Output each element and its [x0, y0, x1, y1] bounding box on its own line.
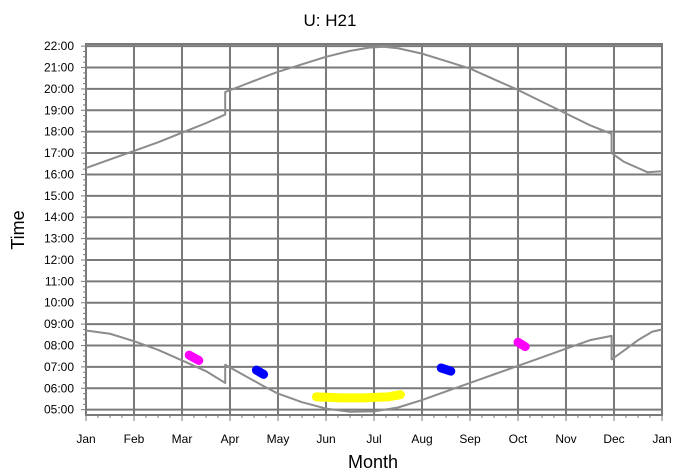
- y-tick-label: 05:00: [44, 403, 74, 417]
- y-tick-label: 19:00: [44, 103, 74, 117]
- x-tick-label: Apr: [221, 432, 240, 446]
- x-tick-label: Feb: [124, 432, 145, 446]
- marker-blob: [251, 365, 269, 379]
- x-tick-label: Jan: [76, 432, 95, 446]
- x-tick-label: Dec: [603, 432, 624, 446]
- y-tick-label: 13:00: [44, 232, 74, 246]
- x-tick-label: Aug: [411, 432, 432, 446]
- y-tick-label: 07:00: [44, 360, 74, 374]
- x-tick-label: Jun: [316, 432, 335, 446]
- y-tick-label: 18:00: [44, 125, 74, 139]
- y-tick-label: 06:00: [44, 381, 74, 395]
- series: [85, 45, 663, 413]
- marker-blob: [184, 350, 204, 365]
- series-line-1: [85, 45, 663, 174]
- marker-blob: [513, 337, 530, 352]
- marker-blob: [311, 390, 405, 403]
- grid: [86, 44, 662, 415]
- x-tick-label: Jan: [652, 432, 671, 446]
- y-tick-label: 16:00: [44, 167, 74, 181]
- y-axis-title: Time: [8, 210, 28, 249]
- x-axis-title: Month: [348, 452, 398, 472]
- y-tick-label: 12:00: [44, 253, 74, 267]
- series-line-2: [85, 328, 663, 413]
- axis-ticks: [81, 45, 663, 421]
- y-tick-label: 08:00: [44, 339, 74, 353]
- x-tick-labels: Jan Feb Mar Apr May Jun Jul Aug Sep Oct Nov Dec Jan: [76, 432, 671, 446]
- x-tick-label: Mar: [172, 432, 193, 446]
- y-tick-label: 17:00: [44, 146, 74, 160]
- x-tick-label: Oct: [509, 432, 528, 446]
- y-tick-labels: 05:00 06:00 07:00 08:00 09:00 10:00 11:00 12:00…: [44, 39, 74, 417]
- y-tick-label: 15:00: [44, 189, 74, 203]
- markers: [184, 337, 530, 403]
- y-tick-label: 21:00: [44, 61, 74, 75]
- y-tick-label: 22:00: [44, 39, 74, 53]
- chart-title: U: H21: [304, 11, 357, 30]
- y-tick-label: 20:00: [44, 82, 74, 96]
- x-tick-label: Nov: [555, 432, 576, 446]
- x-tick-label: May: [267, 432, 290, 446]
- y-tick-label: 14:00: [44, 210, 74, 224]
- x-tick-label: Sep: [459, 432, 481, 446]
- x-tick-label: Jul: [366, 432, 381, 446]
- y-tick-label: 10:00: [44, 296, 74, 310]
- y-tick-label: 11:00: [45, 274, 74, 288]
- y-tick-label: 09:00: [44, 317, 74, 331]
- marker-blob: [436, 363, 456, 376]
